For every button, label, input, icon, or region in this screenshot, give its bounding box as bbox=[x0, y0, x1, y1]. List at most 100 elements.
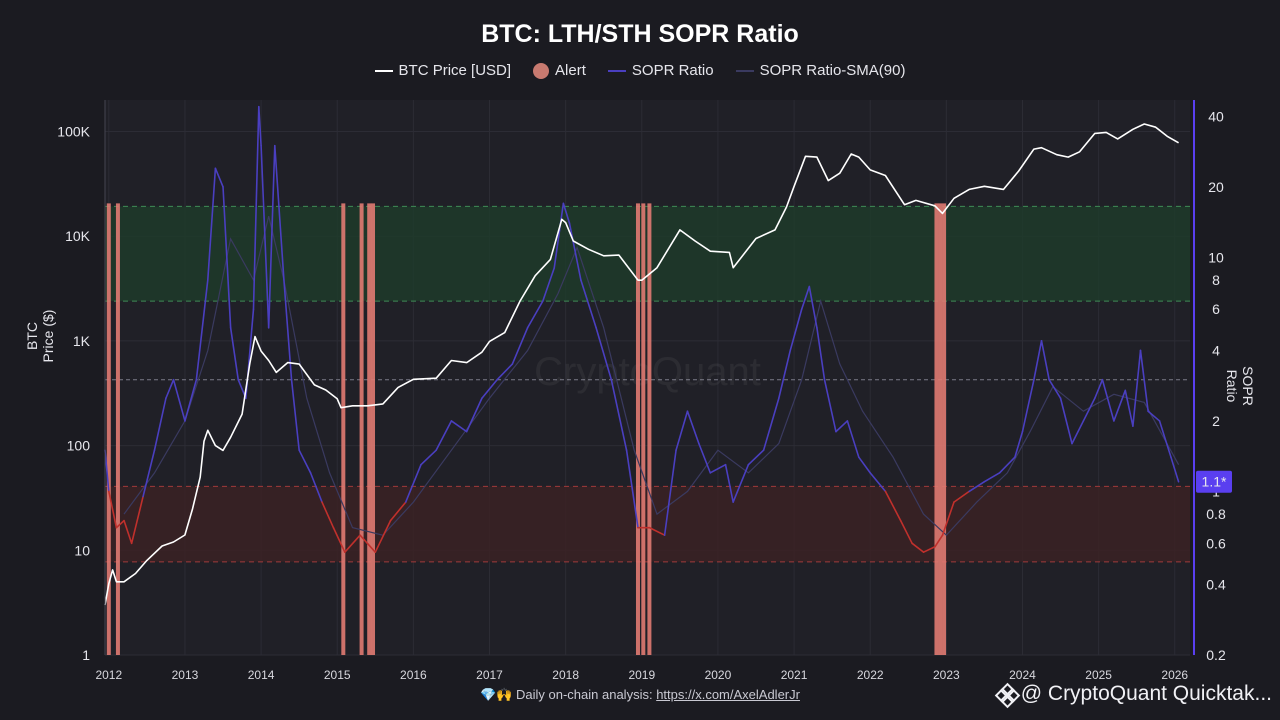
legend-item-sopr-sma[interactable]: SOPR Ratio-SMA(90) bbox=[735, 62, 905, 79]
series-sopr-ratio-segment bbox=[789, 308, 803, 352]
right-tick-label: 6 bbox=[1212, 301, 1220, 317]
series-sopr-ratio-segment bbox=[1170, 456, 1180, 483]
series-sopr-ratio-segment bbox=[922, 545, 936, 553]
alert-bar bbox=[115, 203, 120, 655]
series-sopr-ratio-segment bbox=[1048, 378, 1062, 400]
series-sopr-ratio-segment bbox=[1094, 378, 1104, 400]
current-value-badge: 1.1* bbox=[1202, 474, 1227, 490]
series-sopr-ratio-segment bbox=[542, 267, 556, 302]
x-tick-label: 2017 bbox=[476, 668, 503, 682]
series-sopr-ratio-segment bbox=[321, 501, 335, 529]
x-tick-label: 2012 bbox=[95, 668, 122, 682]
series-sopr-ratio-segment bbox=[899, 519, 913, 545]
series-sopr-ratio-segment bbox=[934, 534, 944, 548]
series-sopr-ratio-segment bbox=[625, 449, 639, 529]
series-sopr-ratio-segment bbox=[869, 472, 887, 493]
series-btc-price-line bbox=[104, 123, 1179, 606]
series-sopr-ratio-segment bbox=[884, 490, 902, 522]
series-sopr-ratio-segment bbox=[222, 186, 232, 329]
series-sopr-ratio-segment bbox=[450, 420, 468, 433]
x-tick-label: 2014 bbox=[248, 668, 275, 682]
series-sopr-ratio-segment bbox=[389, 501, 407, 522]
series-sopr-ratio-segment bbox=[724, 463, 734, 503]
series-sopr-ratio-segment bbox=[1040, 339, 1050, 381]
series-sopr-ratio-segment bbox=[610, 378, 628, 451]
series-sopr-ratio-segment bbox=[1139, 349, 1149, 413]
series-sopr-ratio-segment bbox=[344, 534, 361, 553]
legend-item-alert[interactable]: Alert bbox=[533, 62, 586, 79]
alert-bar bbox=[367, 203, 372, 655]
series-sopr-ratio-segment bbox=[553, 202, 565, 269]
legend-item-btc-price[interactable]: BTC Price [USD] bbox=[374, 62, 511, 79]
series-sopr-ratio-segment bbox=[648, 526, 666, 536]
series-sopr-ratio-segment bbox=[816, 326, 826, 381]
right-axis-label: SOPR Ratio bbox=[1224, 366, 1256, 406]
series-sopr-ratio-segment bbox=[258, 105, 262, 147]
series-sopr-ratio-segment bbox=[104, 449, 110, 493]
x-tick-label: 2025 bbox=[1085, 668, 1112, 682]
series-sopr-ratio-segment bbox=[108, 490, 118, 529]
binance-square-icon bbox=[994, 682, 1021, 709]
left-tick-label: 10 bbox=[74, 542, 90, 558]
series-sopr-ratio-segment bbox=[808, 285, 818, 329]
series-sopr-ratio-segment bbox=[911, 542, 925, 553]
series-sopr-ratio-segment bbox=[229, 326, 240, 381]
x-tick-label: 2013 bbox=[172, 668, 199, 682]
series-sopr-ratio-segment bbox=[709, 463, 727, 474]
series-sopr-ratio-segment bbox=[1014, 430, 1024, 458]
series-sopr-ratio-segment bbox=[252, 105, 260, 311]
left-tick-label: 1 bbox=[82, 647, 90, 663]
x-tick-label: 2020 bbox=[705, 668, 732, 682]
series-sopr-ratio-segment bbox=[374, 519, 392, 553]
legend-label: SOPR Ratio bbox=[631, 62, 714, 79]
series-sopr-ratio-segment bbox=[580, 279, 597, 329]
x-tick-label: 2021 bbox=[781, 668, 808, 682]
series-sopr-ratio-segment bbox=[562, 202, 571, 224]
series-sopr-ratio-segment bbox=[481, 378, 498, 400]
series-sopr-ratio-segment bbox=[1132, 349, 1142, 427]
series-sopr-ratio-segment bbox=[941, 501, 955, 536]
series-sopr-ratio-segment bbox=[675, 410, 689, 451]
sopr-ratio-swatch bbox=[607, 69, 626, 72]
sopr-sma-swatch bbox=[735, 69, 754, 72]
left-tick-label: 100 bbox=[67, 438, 91, 454]
alert-bar bbox=[647, 203, 652, 655]
series-sopr-ratio-segment bbox=[968, 480, 986, 493]
btc-price-swatch bbox=[374, 69, 393, 72]
right-tick-label: 10 bbox=[1208, 249, 1224, 265]
series-sopr-ratio-segment bbox=[165, 378, 175, 400]
left-tick-label: 10K bbox=[65, 228, 91, 244]
series-sopr-ratio-segment bbox=[835, 420, 849, 433]
series-sopr-ratio-segment bbox=[298, 449, 312, 474]
series-sopr-ratio-segment bbox=[732, 463, 750, 503]
series-sopr-ratio-segment bbox=[983, 472, 1001, 483]
alert-bar bbox=[938, 203, 943, 655]
series-sopr-ratio-segment bbox=[526, 300, 544, 329]
series-sopr-ratio-segment bbox=[332, 526, 346, 553]
series-sopr-ratio-segment bbox=[465, 397, 483, 433]
alert-bar bbox=[934, 203, 939, 655]
alert-bar bbox=[942, 203, 947, 655]
series-sopr-sma-line bbox=[123, 215, 1180, 537]
brand-text: @ CryptoQuant Quicktak... bbox=[1020, 682, 1272, 705]
series-sopr-ratio-segment bbox=[857, 456, 872, 474]
legend-label: Alert bbox=[555, 62, 586, 79]
series-sopr-ratio-segment bbox=[130, 495, 144, 545]
series-sopr-ratio-segment bbox=[1071, 420, 1085, 445]
current-value-badge-bg bbox=[1196, 470, 1232, 493]
legend-item-sopr-ratio[interactable]: SOPR Ratio bbox=[607, 62, 714, 79]
series-sopr-ratio-segment bbox=[762, 397, 780, 451]
footer-link[interactable]: https://x.com/AxelAdlerJr bbox=[656, 687, 800, 702]
x-tick-label: 2023 bbox=[933, 668, 960, 682]
series-sopr-ratio-segment bbox=[1101, 378, 1115, 422]
alert-bar bbox=[371, 203, 376, 655]
alert-bar bbox=[641, 203, 646, 655]
series-sopr-ratio-segment bbox=[1158, 420, 1172, 458]
chart-title: BTC: LTH/STH SOPR Ratio bbox=[481, 20, 799, 48]
series-sopr-ratio-segment bbox=[260, 144, 270, 329]
series-sopr-ratio-segment bbox=[142, 449, 156, 498]
series-sopr-ratio-segment bbox=[511, 326, 529, 365]
series-sopr-ratio-segment bbox=[172, 378, 186, 422]
series-sopr-ratio-segment bbox=[1082, 397, 1096, 422]
